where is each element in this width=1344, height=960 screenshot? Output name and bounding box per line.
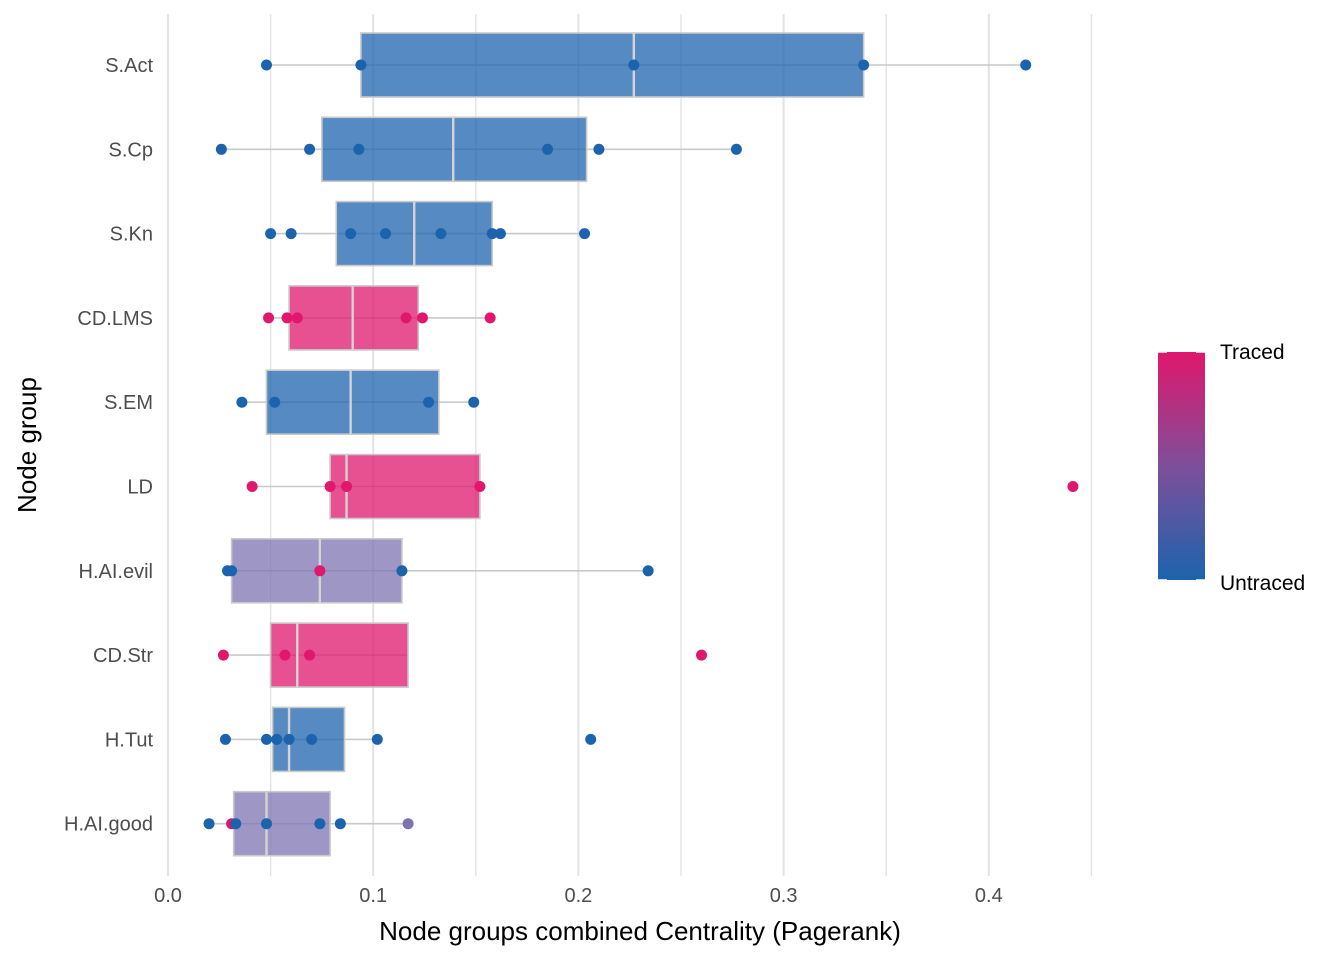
x-tick-label: 0.1 <box>359 885 387 907</box>
data-point <box>423 396 435 408</box>
x-tick-label: 0.4 <box>975 885 1003 907</box>
y-tick-label: H.AI.evil <box>79 561 153 583</box>
y-tick-label: LD <box>127 477 153 499</box>
data-point <box>484 312 496 324</box>
data-point <box>314 818 326 830</box>
data-point <box>416 312 428 324</box>
data-points <box>203 59 1079 830</box>
box-H.AI.good <box>232 790 331 857</box>
data-point <box>345 228 357 240</box>
data-point <box>585 733 597 745</box>
data-point <box>260 818 272 830</box>
data-point <box>435 228 447 240</box>
y-tick-label: CD.LMS <box>77 308 153 330</box>
data-point <box>353 143 365 155</box>
data-point <box>494 228 506 240</box>
data-point <box>486 228 498 240</box>
data-point <box>696 649 708 661</box>
data-point <box>304 143 316 155</box>
box-LD <box>329 453 481 520</box>
data-point <box>628 59 640 71</box>
y-axis-title: Node group <box>12 377 42 513</box>
data-point <box>730 143 742 155</box>
box-S.EM <box>265 369 440 436</box>
data-point <box>279 649 291 661</box>
data-point <box>542 143 554 155</box>
data-point <box>306 733 318 745</box>
data-point <box>334 818 346 830</box>
data-point <box>217 649 229 661</box>
data-point <box>219 733 231 745</box>
y-tick-label: S.Kn <box>110 224 153 246</box>
data-point <box>858 59 870 71</box>
data-point <box>380 228 392 240</box>
data-point <box>236 396 248 408</box>
data-point <box>265 228 277 240</box>
data-point <box>285 228 297 240</box>
x-tick-label: 0.2 <box>564 885 592 907</box>
data-point <box>341 481 353 492</box>
data-point <box>355 59 367 71</box>
x-axis-title: Node groups combined Centrality (Pageran… <box>379 916 901 946</box>
data-point <box>246 481 258 492</box>
legend-label-untraced: Untraced <box>1220 572 1305 595</box>
y-tick-label: S.Act <box>105 55 153 77</box>
box-S.Act <box>360 32 865 98</box>
data-point <box>215 143 227 155</box>
y-tick-label: S.EM <box>104 392 153 414</box>
box-CD.Str <box>269 622 409 688</box>
data-point <box>1067 481 1079 492</box>
data-point <box>291 312 303 324</box>
y-tick-label: H.Tut <box>105 729 154 751</box>
data-point <box>271 733 283 745</box>
data-point <box>593 143 605 155</box>
data-point <box>203 818 215 830</box>
data-point <box>304 649 316 661</box>
data-point <box>396 565 408 577</box>
data-point <box>230 818 242 830</box>
data-point <box>260 733 272 745</box>
y-axis-tick-labels: S.Act S.Cp S.Kn CD.LMS S.EM LD H.AI.evil CD.Str… <box>64 55 153 836</box>
data-point <box>324 481 336 492</box>
data-point <box>468 396 480 408</box>
data-point <box>402 818 414 830</box>
x-tick-label: 0.3 <box>770 885 798 907</box>
data-point <box>283 733 295 745</box>
data-point <box>1020 59 1032 71</box>
data-point <box>263 312 275 324</box>
data-point <box>314 565 326 577</box>
x-axis-tick-labels: 0.0 0.1 0.2 0.3 0.4 <box>154 885 1003 907</box>
data-point <box>281 312 293 324</box>
data-point <box>226 565 238 577</box>
legend-label-traced: Traced <box>1220 341 1285 364</box>
data-point <box>642 565 654 577</box>
x-tick-label: 0.0 <box>154 885 182 907</box>
boxes <box>230 32 865 857</box>
data-point <box>474 481 486 492</box>
data-point <box>400 312 412 324</box>
legend-color-bar <box>1158 352 1205 580</box>
y-tick-label: CD.Str <box>93 645 153 667</box>
data-point <box>269 396 281 408</box>
legend: Traced Untraced <box>1158 341 1305 595</box>
data-point <box>260 59 272 71</box>
y-tick-label: H.AI.good <box>64 814 153 836</box>
data-point <box>371 733 383 745</box>
y-tick-label: S.Cp <box>109 139 153 161</box>
data-point <box>579 228 591 240</box>
